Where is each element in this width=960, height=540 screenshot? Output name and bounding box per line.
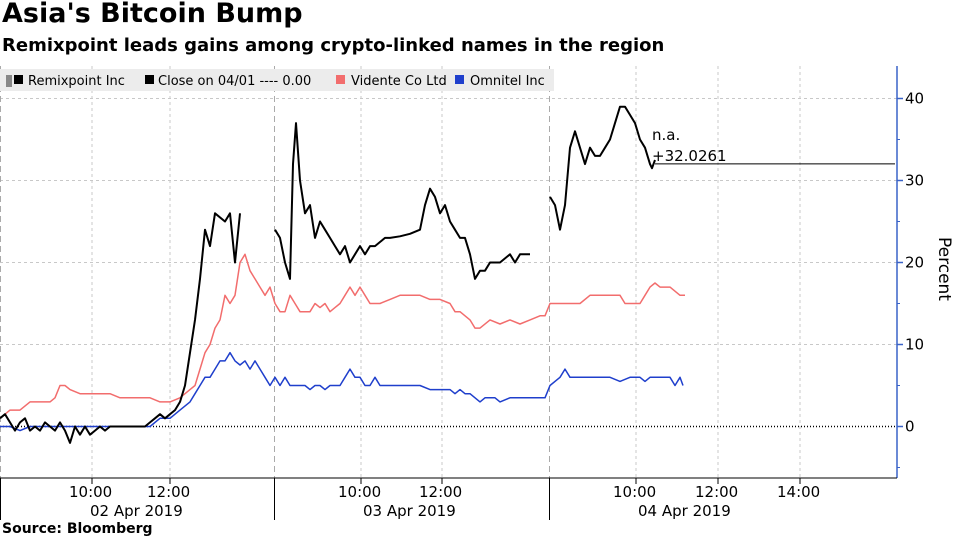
y-tick-label: 0 <box>905 418 915 436</box>
legend-label-close: Close on 04/01 ---- 0.00 <box>158 74 311 89</box>
y-tick-label: 10 <box>905 336 924 354</box>
series-line-remixpoint <box>0 212 241 444</box>
series-line-vidente <box>0 253 685 419</box>
x-tick-label: 14:00 <box>777 483 820 501</box>
annotation-value: +32.0261 <box>652 147 727 165</box>
y-tick-label: 20 <box>905 254 924 272</box>
day-label: 02 Apr 2019 <box>90 502 183 520</box>
chart-subtitle: Remixpoint leads gains among crypto-link… <box>2 35 665 56</box>
legend-swatch-remixpoint <box>14 75 23 84</box>
day-label: 03 Apr 2019 <box>363 502 456 520</box>
x-tick-label: 10:00 <box>69 483 112 501</box>
y-axis-title: Percent <box>934 237 954 301</box>
x-tick-label: 10:00 <box>338 483 381 501</box>
legend: Remixpoint Inc Close on 04/01 ---- 0.00 … <box>0 69 554 91</box>
series-line-remixpoint <box>274 122 530 280</box>
x-tick-label: 10:00 <box>613 483 656 501</box>
legend-handle-icon <box>6 75 12 87</box>
axes: 0 10 20 30 40 Percent 10:00 12:00 10:00 12:00 10:0… <box>0 66 954 520</box>
annotation: n.a. +32.0261 <box>652 126 727 165</box>
legend-swatch-omnitel <box>455 75 464 84</box>
series-layer <box>0 105 895 444</box>
day-label: 04 Apr 2019 <box>638 502 731 520</box>
annotation-na: n.a. <box>652 126 680 144</box>
legend-swatch-vidente <box>336 75 345 84</box>
chart-title: Asia's Bitcoin Bump <box>2 0 303 29</box>
y-tick-label: 30 <box>905 172 924 190</box>
x-tick-label: 12:00 <box>419 483 462 501</box>
grid <box>0 66 897 478</box>
x-tick-label: 12:00 <box>695 483 738 501</box>
legend-background <box>0 69 554 91</box>
x-tick-label: 12:00 <box>147 483 190 501</box>
y-tick-label: 40 <box>905 90 924 108</box>
legend-label-vidente: Vidente Co Ltd <box>351 74 447 89</box>
legend-label-omnitel: Omnitel Inc <box>470 74 545 89</box>
legend-label-remixpoint: Remixpoint Inc <box>28 74 125 89</box>
legend-swatch-close <box>145 75 154 84</box>
source-note: Source: Bloomberg <box>2 521 153 537</box>
series-line-remixpoint <box>549 105 656 231</box>
series-line-omnitel <box>0 351 684 432</box>
